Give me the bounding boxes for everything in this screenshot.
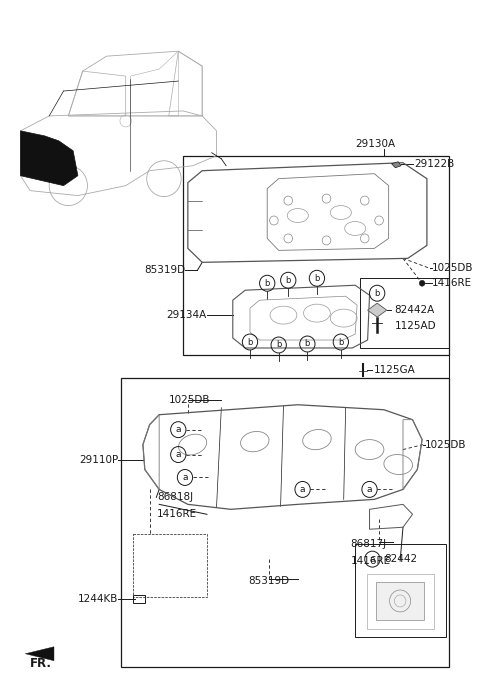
Text: b: b <box>338 338 344 347</box>
Text: 1416RE: 1416RE <box>157 509 197 519</box>
Text: a: a <box>370 555 375 563</box>
Text: 29110P: 29110P <box>79 455 118 464</box>
Text: 1416RE: 1416RE <box>350 556 391 566</box>
Polygon shape <box>25 647 54 660</box>
Text: a: a <box>300 485 305 494</box>
Text: b: b <box>264 279 270 288</box>
Text: a: a <box>367 485 372 494</box>
Circle shape <box>419 280 425 286</box>
Text: a: a <box>176 425 181 434</box>
Text: b: b <box>247 338 252 347</box>
Polygon shape <box>21 131 78 186</box>
Text: FR.: FR. <box>30 657 52 670</box>
Text: 1125AD: 1125AD <box>395 321 436 331</box>
Text: b: b <box>276 341 281 350</box>
Bar <box>183 155 449 355</box>
Text: 1025DB: 1025DB <box>425 440 467 449</box>
Text: 86818J: 86818J <box>157 493 193 502</box>
Bar <box>121 378 449 667</box>
Polygon shape <box>368 303 387 317</box>
Text: a: a <box>176 450 181 459</box>
Text: b: b <box>374 289 380 298</box>
Text: 82442: 82442 <box>384 554 417 564</box>
Text: 1025DB: 1025DB <box>432 264 473 273</box>
Text: 1125GA: 1125GA <box>374 365 416 375</box>
Bar <box>133 595 145 603</box>
Bar <box>376 582 424 620</box>
Text: 82442A: 82442A <box>395 305 434 315</box>
Text: 1416RE: 1416RE <box>432 278 472 288</box>
Text: 86817J: 86817J <box>350 539 386 549</box>
Text: 85319D: 85319D <box>144 266 185 275</box>
Bar <box>133 534 207 597</box>
Text: a: a <box>182 473 188 482</box>
Text: 85319D: 85319D <box>248 576 289 586</box>
Text: 29122B: 29122B <box>414 159 455 169</box>
Text: b: b <box>314 274 320 283</box>
Bar <box>355 544 446 637</box>
Text: b: b <box>305 339 310 349</box>
Polygon shape <box>392 162 401 168</box>
Text: 29130A: 29130A <box>355 139 396 149</box>
Bar <box>360 278 449 348</box>
Text: b: b <box>286 276 291 285</box>
Text: 1025DB: 1025DB <box>169 395 210 405</box>
Bar <box>367 574 433 629</box>
Text: 29134A: 29134A <box>167 310 207 320</box>
Text: 1244KB: 1244KB <box>78 594 118 604</box>
